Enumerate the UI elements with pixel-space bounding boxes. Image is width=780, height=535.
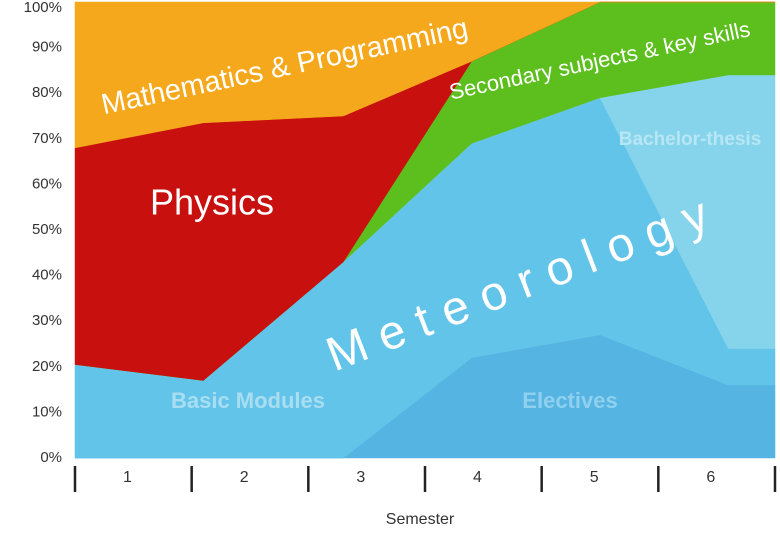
- x-tick-label: 2: [240, 469, 249, 486]
- x-axis-label: Semester: [386, 511, 455, 528]
- x-tick-label: 1: [123, 469, 132, 486]
- area: [74, 1, 775, 149]
- y-tick-label: 70%: [32, 130, 62, 147]
- x-tick-label: 4: [473, 469, 482, 486]
- y-tick-label: 20%: [32, 358, 62, 375]
- y-tick-label: 0%: [40, 449, 62, 466]
- x-tick-label: 3: [356, 469, 365, 486]
- x-tick-label: 5: [590, 469, 599, 486]
- y-tick-label: 80%: [32, 84, 62, 101]
- y-tick-label: 30%: [32, 312, 62, 329]
- y-tick-label: 50%: [32, 221, 62, 238]
- y-tick-label: 90%: [32, 39, 62, 56]
- area-label: Bachelor-thesis: [619, 129, 762, 150]
- y-tick-label: 60%: [32, 175, 62, 192]
- x-tick-label: 6: [706, 469, 715, 486]
- area-label: Basic Modules: [171, 388, 325, 413]
- y-tick-label: 100%: [24, 0, 62, 16]
- area-label: Electives: [522, 388, 617, 413]
- area-label: Physics: [150, 182, 274, 223]
- y-tick-label: 40%: [32, 267, 62, 284]
- y-tick-label: 10%: [32, 403, 62, 420]
